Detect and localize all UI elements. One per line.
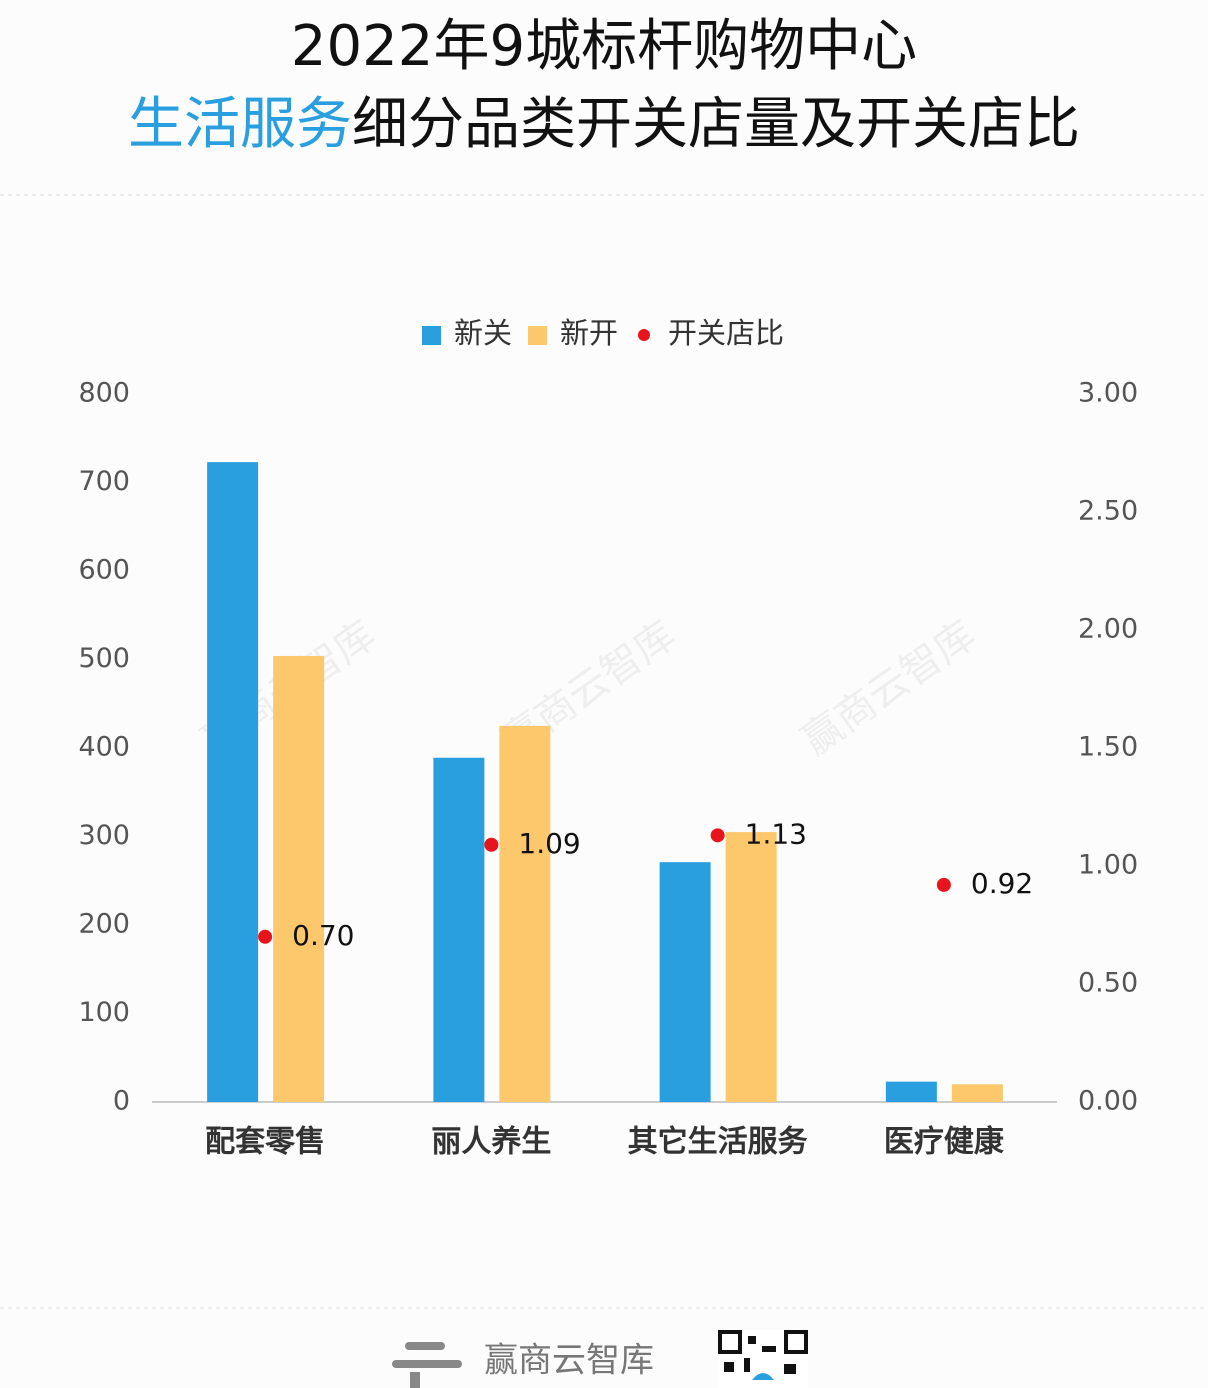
x-tick-label: 其它生活服务	[628, 1125, 808, 1160]
bar	[951, 1084, 1003, 1102]
footer-logo	[392, 1342, 462, 1388]
y2-tick-label: 1.00	[1078, 850, 1138, 881]
ratio-dot	[710, 828, 725, 843]
ratio-dot	[936, 877, 951, 892]
ratio-dot	[258, 929, 273, 944]
subtitle-highlight: 生活服务	[128, 92, 352, 157]
legend-marker	[638, 329, 650, 341]
y-tick-label: 200	[78, 909, 130, 940]
y-tick-label: 300	[78, 820, 130, 851]
legend-marker	[528, 326, 547, 345]
y-tick-label: 700	[78, 466, 130, 497]
y2-tick-label: 2.50	[1078, 496, 1138, 527]
watermark: 赢商云智库	[794, 612, 984, 764]
y-tick-label: 0	[113, 1086, 130, 1117]
bar	[885, 1081, 937, 1102]
x-tick-label: 配套零售	[205, 1125, 325, 1160]
bar	[433, 757, 485, 1102]
y-tick-label: 100	[78, 997, 130, 1028]
y-tick-label: 400	[78, 732, 130, 763]
y-tick-label: 600	[78, 555, 130, 586]
y2-tick-label: 3.00	[1078, 378, 1138, 409]
data-label: 0.92	[971, 867, 1033, 900]
footer-brand: 赢商云智库	[484, 1341, 654, 1381]
y2-tick-label: 1.50	[1078, 732, 1138, 763]
legend-label: 新关	[454, 316, 512, 350]
bar	[659, 862, 711, 1102]
y-tick-label: 500	[78, 643, 130, 674]
legend-marker	[422, 326, 441, 345]
y2-tick-label: 0.50	[1078, 968, 1138, 999]
chart-subtitle: 生活服务细分品类开关店量及开关店比	[128, 92, 1080, 157]
legend-label: 开关店比	[668, 316, 784, 350]
x-tick-label: 丽人养生	[431, 1125, 551, 1160]
data-label: 0.70	[292, 919, 354, 952]
ratio-dot	[484, 837, 499, 852]
bar	[273, 655, 325, 1102]
y-tick-label: 800	[78, 378, 130, 409]
legend-label: 新开	[560, 316, 618, 350]
bar	[725, 832, 777, 1102]
data-label: 1.13	[745, 817, 807, 850]
bar	[207, 462, 259, 1102]
data-label: 1.09	[518, 827, 580, 860]
subtitle-text: 细分品类开关店量及开关店比	[352, 92, 1080, 157]
y2-tick-label: 2.00	[1078, 614, 1138, 645]
y2-tick-label: 0.00	[1078, 1086, 1138, 1117]
qr-code	[718, 1330, 808, 1388]
x-tick-label: 医疗健康	[884, 1125, 1005, 1160]
bar	[499, 725, 551, 1102]
chart-title: 2022年9城标杆购物中心	[291, 14, 917, 79]
